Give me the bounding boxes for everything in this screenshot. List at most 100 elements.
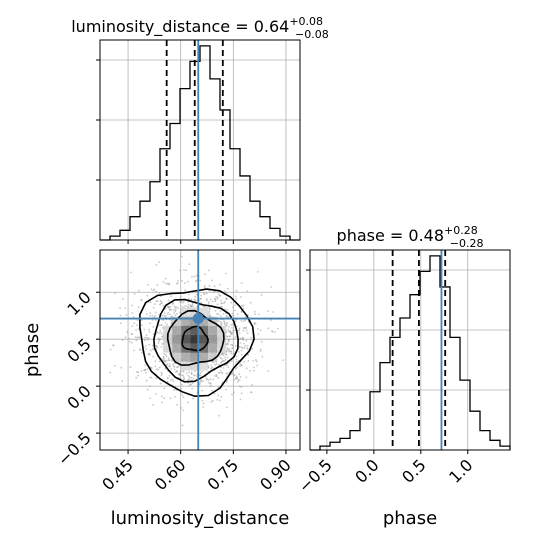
scatter-point	[156, 284, 159, 287]
scatter-point	[132, 349, 135, 352]
scatter-point	[236, 381, 239, 384]
scatter-point	[202, 305, 204, 308]
scatter-point	[186, 305, 188, 308]
scatter-point	[225, 315, 228, 318]
scatter-point	[170, 321, 173, 324]
scatter-point	[145, 336, 148, 339]
scatter-point	[195, 279, 198, 282]
scatter-point	[199, 304, 201, 307]
scatter-point	[181, 424, 184, 427]
scatter-point	[218, 293, 220, 296]
scatter-point	[235, 358, 238, 361]
scatter-point	[154, 315, 157, 317]
scatter-point	[224, 356, 227, 359]
scatter-point	[233, 378, 236, 381]
density-cell	[190, 343, 200, 353]
scatter-point	[158, 366, 161, 369]
scatter-point	[147, 283, 150, 286]
scatter-point	[184, 305, 186, 307]
scatter-point	[170, 308, 173, 311]
scatter-point	[174, 395, 176, 398]
scatter-point	[148, 328, 150, 331]
scatter-point	[183, 269, 185, 271]
scatter-point	[180, 407, 183, 409]
scatter-point	[226, 323, 228, 325]
scatter-point	[238, 373, 241, 376]
scatter-point	[145, 345, 147, 347]
scatter-point	[239, 342, 242, 344]
scatter-point	[151, 319, 154, 321]
scatter-point	[188, 371, 190, 374]
scatter-point	[179, 311, 181, 314]
scatter-point	[172, 363, 174, 366]
scatter-point	[239, 375, 242, 378]
scatter-point	[230, 350, 232, 353]
scatter-point	[219, 399, 221, 402]
scatter-point	[209, 313, 211, 316]
y-tick-labels: −0.5 0.0 0.5 1.0	[54, 288, 95, 470]
scatter-point	[259, 350, 262, 352]
scatter-point	[238, 385, 241, 388]
scatter-point	[249, 370, 252, 372]
scatter-point	[227, 338, 230, 341]
scatter-point	[145, 348, 147, 350]
scatter-point	[162, 281, 165, 283]
scatter-point	[194, 370, 196, 373]
axes-frame	[99, 249, 301, 451]
contour-line	[181, 325, 209, 352]
tick-label: 1.0	[445, 455, 476, 486]
scatter-point	[240, 363, 243, 366]
scatter-point	[246, 290, 249, 293]
density-cell	[199, 361, 209, 371]
scatter-point	[216, 296, 219, 299]
scatter-point	[272, 311, 275, 313]
scatter-point	[187, 379, 189, 381]
scatter-point	[160, 302, 163, 305]
scatter-point	[230, 343, 232, 346]
scatter-point	[205, 299, 208, 302]
scatter-point	[260, 294, 263, 296]
scatter-point	[148, 330, 151, 333]
scatter-point	[180, 388, 183, 390]
scatter-point	[195, 274, 198, 277]
scatter-point	[228, 340, 230, 343]
scatter-point	[223, 322, 226, 325]
scatter-point	[251, 348, 254, 350]
density-cell	[172, 316, 182, 326]
scatter-point	[209, 378, 212, 381]
contour-line	[139, 288, 255, 398]
scatter-point	[229, 338, 231, 341]
scatter-point	[252, 359, 255, 362]
density-cell	[172, 343, 182, 353]
scatter-point	[140, 319, 143, 321]
density-cell	[190, 361, 200, 371]
scatter-point	[141, 324, 143, 327]
scatter-point	[152, 289, 155, 292]
scatter-point	[228, 330, 230, 333]
scatter-point	[177, 373, 180, 376]
tick-label: 1.0	[63, 288, 94, 319]
scatter-point	[164, 368, 167, 370]
scatter-point	[152, 403, 155, 406]
scatter-point	[155, 264, 158, 266]
tick-label: −0.5	[54, 428, 95, 469]
scatter-point	[229, 335, 231, 337]
scatter-point	[217, 394, 220, 397]
scatter-point	[151, 315, 154, 317]
scatter-point	[129, 366, 132, 369]
scatter-point	[231, 327, 233, 329]
scatter-point	[127, 337, 130, 340]
scatter-point	[223, 302, 225, 304]
scatter-point	[176, 282, 178, 285]
scatter-point	[198, 383, 201, 386]
scatter-point	[191, 382, 194, 385]
scatter-point	[267, 327, 270, 330]
scatter-point	[240, 386, 243, 388]
scatter-point	[191, 275, 193, 278]
scatter-point	[216, 399, 219, 401]
scatter-point	[231, 360, 233, 363]
density-cell	[199, 325, 209, 335]
x-tick-labels: −0.5 0.0 0.5 1.0	[295, 455, 477, 496]
scatter-point	[168, 363, 171, 365]
scatter-point	[141, 351, 143, 354]
